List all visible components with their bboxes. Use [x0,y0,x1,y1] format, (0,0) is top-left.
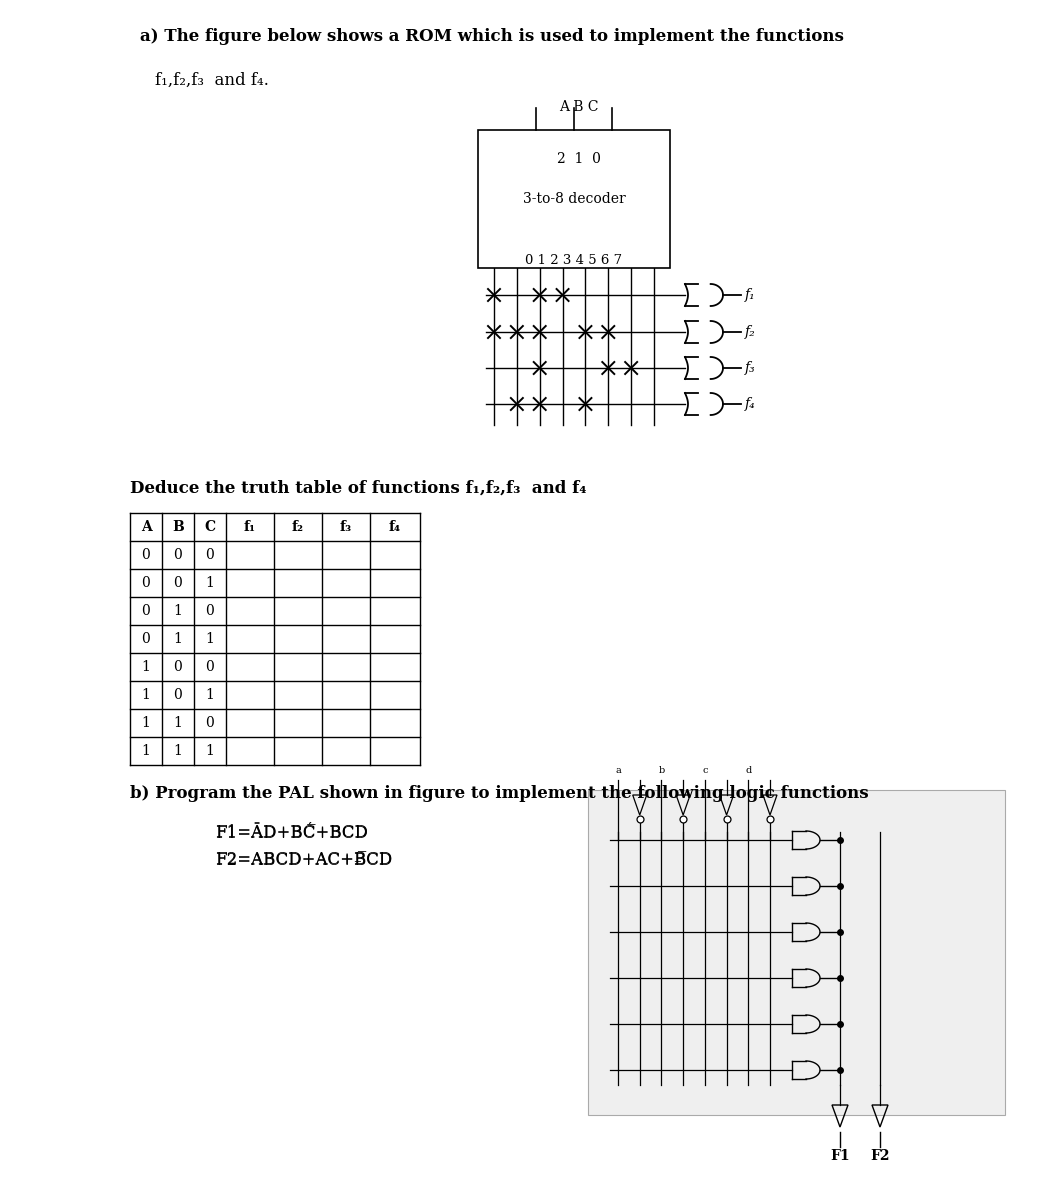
Text: 1: 1 [173,632,183,646]
Text: c: c [702,766,708,775]
Text: 1: 1 [206,576,215,590]
Text: f₁: f₁ [244,520,256,534]
Text: 1: 1 [173,716,183,730]
Text: A: A [140,520,152,534]
Text: 1: 1 [141,660,151,674]
Text: 3-to-8 decoder: 3-to-8 decoder [522,192,625,206]
Text: 1: 1 [206,632,215,646]
Text: 0: 0 [206,660,215,674]
Text: 0: 0 [206,604,215,618]
Text: 2  1  0: 2 1 0 [557,152,601,166]
Text: f₄: f₄ [745,397,756,410]
Text: 0 1 2 3 4 5 6 7: 0 1 2 3 4 5 6 7 [525,254,623,266]
Text: F2: F2 [870,1150,890,1163]
Text: F2=ABCD+AC+ɃCD: F2=ABCD+AC+ɃCD [215,852,392,869]
Text: 0: 0 [141,548,151,562]
Bar [588,790,1005,1115]
Text: 0: 0 [141,604,151,618]
Text: 0: 0 [141,576,151,590]
Text: f₃: f₃ [745,361,756,374]
Text: 1: 1 [141,716,151,730]
Text: b: b [658,766,664,775]
Text: F1: F1 [830,1150,850,1163]
Text: 0: 0 [141,632,151,646]
Text: 0: 0 [173,660,183,674]
Text: f₃: f₃ [339,520,352,534]
Text: 0: 0 [173,688,183,702]
Text: f₂: f₂ [745,325,756,338]
Text: f₂: f₂ [292,520,304,534]
Text: C: C [204,520,216,534]
Text: 1: 1 [206,744,215,758]
Text: B: B [172,520,184,534]
Text: 1: 1 [141,744,151,758]
Text: 1: 1 [141,688,151,702]
Text: F1=ĀD+BC̅+BCD: F1=ĀD+BC̅+BCD [215,824,367,841]
Text: F1=ĀD+BĆ+BCD: F1=ĀD+BĆ+BCD [215,826,367,842]
Text: 0: 0 [173,576,183,590]
Bar [479,130,670,268]
Text: a) The figure below shows a ROM which is used to implement the functions: a) The figure below shows a ROM which is… [140,28,844,44]
Text: F2=ABCD+AC+B̅CD: F2=ABCD+AC+B̅CD [215,851,392,868]
Text: 0: 0 [206,548,215,562]
Text: f₁: f₁ [745,288,756,302]
Text: f₁,f₂,f₃  and f₄.: f₁,f₂,f₃ and f₄. [155,72,269,89]
Text: f₄: f₄ [389,520,401,534]
Text: Deduce the truth table of functions f₁,f₂,f₃  and f₄: Deduce the truth table of functions f₁,f… [130,480,586,497]
Text: d: d [745,766,752,775]
Text: 1: 1 [173,744,183,758]
Text: 1: 1 [206,688,215,702]
Text: 1: 1 [173,604,183,618]
Text: A B C: A B C [559,100,599,114]
Text: 0: 0 [206,716,215,730]
Text: a: a [616,766,621,775]
Text: 0: 0 [173,548,183,562]
Text: b) Program the PAL shown in figure to implement the following logic functions: b) Program the PAL shown in figure to im… [130,785,869,802]
